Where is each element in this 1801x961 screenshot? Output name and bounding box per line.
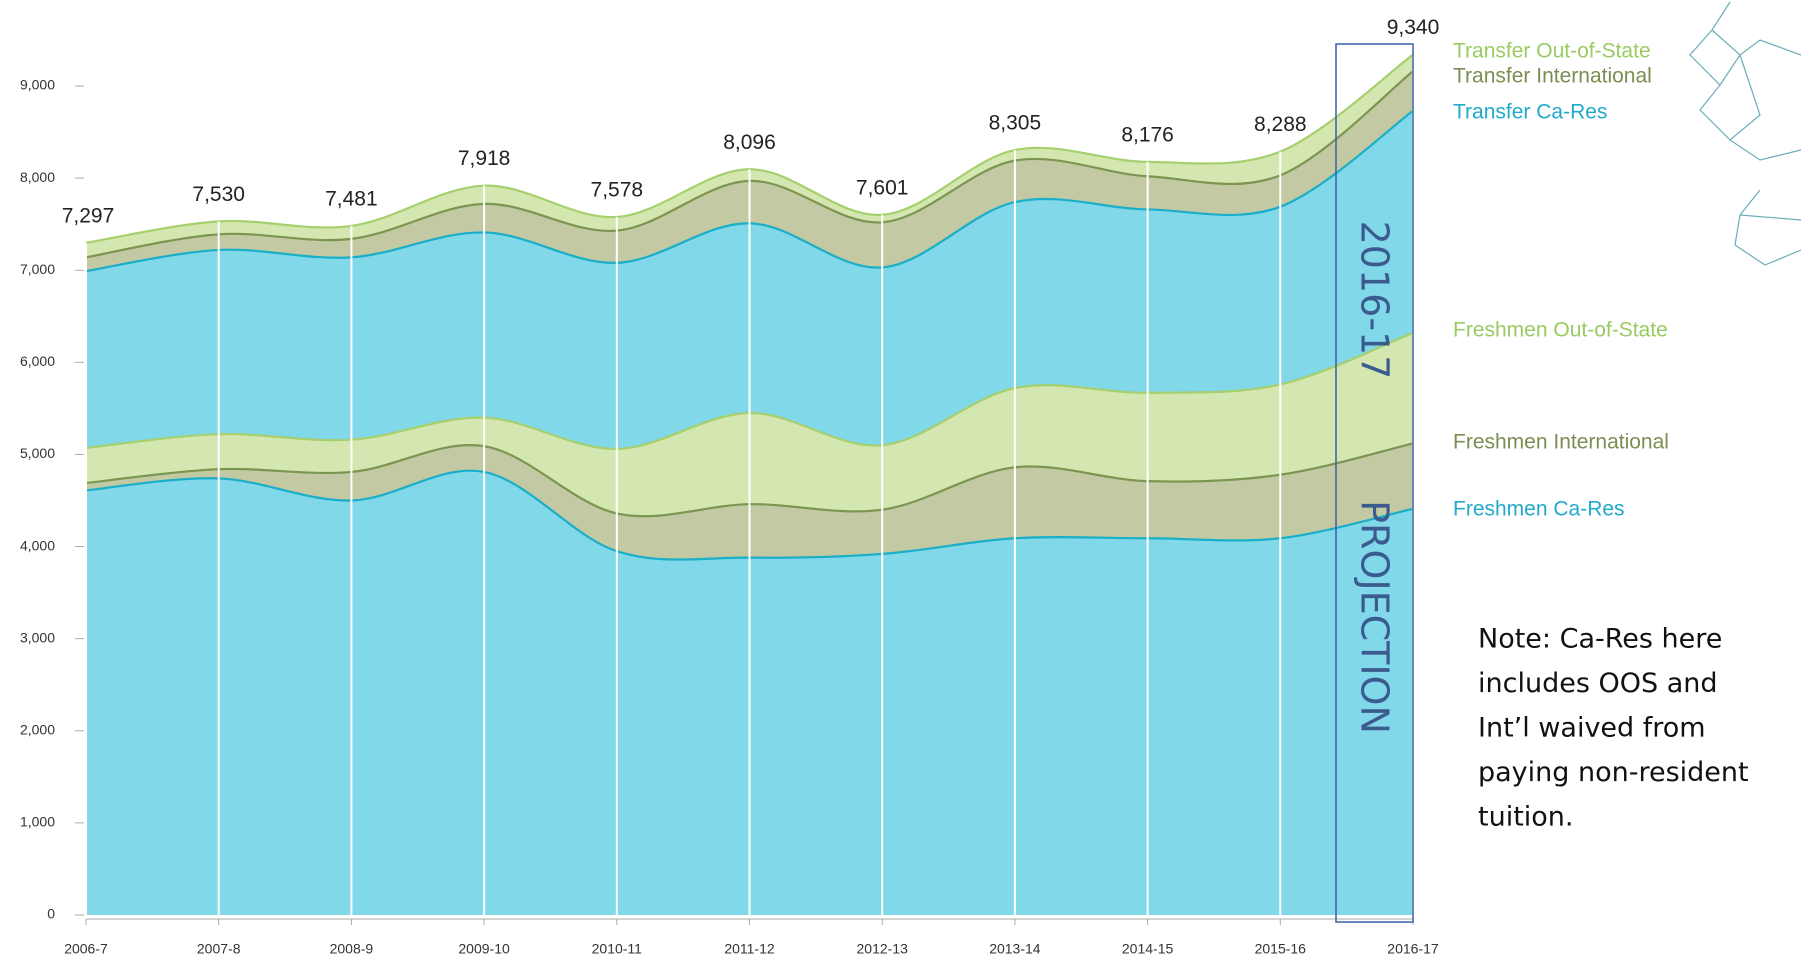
legend-label: Freshmen International — [1453, 431, 1669, 454]
y-tick-label: 8,000 — [20, 169, 55, 185]
total-label: 7,578 — [591, 179, 644, 202]
y-tick-label: 9,000 — [20, 77, 55, 93]
note-line: Note: Ca-Res here — [1478, 624, 1722, 655]
projection-label: PROJECTION — [1353, 500, 1397, 734]
y-tick-label: 7,000 — [20, 261, 55, 277]
total-label: 7,297 — [62, 204, 115, 227]
x-tick-label: 2011-12 — [724, 941, 775, 957]
x-tick-label: 2015-16 — [1255, 941, 1307, 957]
chart: 0 1,000 2,000 3,000 4,000 5,000 6,000 7,000 8,00… — [0, 0, 1801, 961]
x-tick-label: 2007-8 — [197, 941, 241, 957]
decor-line — [1712, 2, 1801, 55]
x-tick-label: 2010-11 — [592, 941, 643, 957]
projection-period: 2016-17 — [1353, 221, 1397, 380]
total-label: 7,918 — [458, 147, 511, 170]
decor-line — [1730, 140, 1801, 160]
legend-label: Transfer Ca-Res — [1453, 101, 1607, 124]
note-line: Int’l waived from — [1478, 713, 1706, 744]
total-label: 9,340 — [1387, 16, 1440, 39]
decoration — [1690, 2, 1801, 265]
y-tick-label: 4,000 — [20, 537, 55, 553]
x-tick-label: 2016-17 — [1387, 941, 1439, 957]
y-tick-label: 3,000 — [20, 629, 55, 645]
y-tick-label: 0 — [47, 906, 55, 922]
note-line: paying non-resident — [1478, 757, 1749, 788]
x-tick-label: 2009-10 — [458, 941, 510, 957]
decor-line — [1740, 215, 1801, 220]
legend-label: Freshmen Out-of-State — [1453, 319, 1668, 342]
decor-line — [1700, 55, 1760, 140]
legend-label: Freshmen Ca-Res — [1453, 498, 1625, 521]
total-label: 8,176 — [1121, 123, 1174, 146]
y-tick-label: 6,000 — [20, 353, 55, 369]
total-label: 7,601 — [856, 176, 909, 199]
decor-line — [1735, 190, 1801, 265]
y-tick-label: 5,000 — [20, 445, 55, 461]
total-label: 8,096 — [723, 131, 776, 154]
note-line: tuition. — [1478, 802, 1574, 833]
total-label: 8,288 — [1254, 113, 1307, 136]
total-label: 8,305 — [989, 112, 1042, 135]
x-tick-label: 2013-14 — [989, 941, 1041, 957]
x-tick-label: 2012-13 — [857, 941, 909, 957]
total-label: 7,530 — [192, 183, 245, 206]
total-label: 7,481 — [325, 187, 378, 210]
legend-label: Transfer International — [1453, 65, 1652, 88]
note-line: includes OOS and — [1478, 668, 1718, 699]
plot-area: 0 1,000 2,000 3,000 4,000 5,000 6,000 7,000 8,00… — [20, 16, 1439, 956]
decor-line — [1690, 30, 1740, 85]
y-tick-label: 2,000 — [20, 721, 55, 737]
x-tick-label: 2008-9 — [330, 941, 374, 957]
y-tick-label: 1,000 — [20, 814, 55, 830]
x-tick-label: 2006-7 — [64, 941, 108, 957]
x-tick-label: 2014-15 — [1122, 941, 1174, 957]
legend-label: Transfer Out-of-State — [1453, 40, 1651, 63]
